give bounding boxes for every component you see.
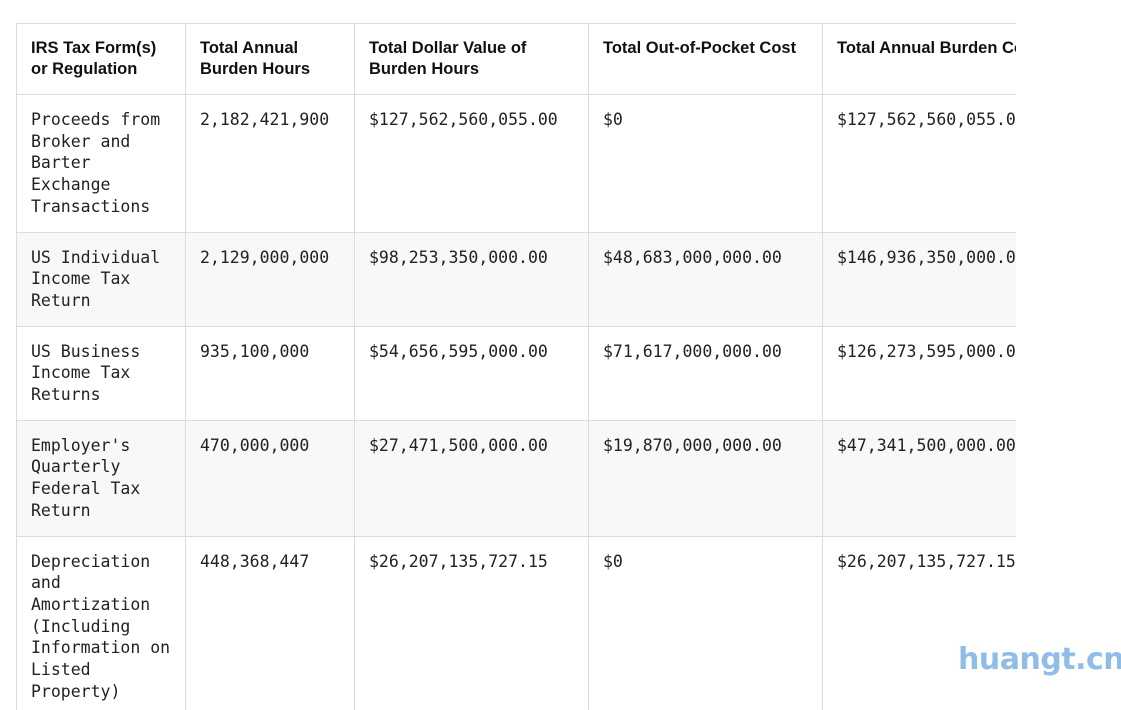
value-cell: 470,000,000 [185,419,355,537]
column-header: Total Annual Burden Cost [822,23,1016,95]
header-row: IRS Tax Form(s) or Regulation Total Annua… [16,23,1016,95]
form-name-cell: Depreciation and Amortization (Including… [16,535,186,710]
table-row: US Individual Income Tax Return 2,129,000… [16,231,1016,327]
value-cell: $54,656,595,000.00 [354,325,589,421]
value-cell: 2,182,421,900 [185,94,355,233]
value-cell: $26,207,135,727.15 [822,535,1016,710]
table-row: Employer's Quarterly Federal Tax Return 4… [16,419,1016,537]
form-name-cell: US Individual Income Tax Return [16,231,186,327]
table-viewport: IRS Tax Form(s) or Regulation Total Annua… [16,23,1016,710]
watermark: huangt.cn [958,642,1121,677]
column-header: IRS Tax Form(s) or Regulation [16,23,186,95]
value-cell: $48,683,000,000.00 [588,231,823,327]
value-cell: $27,471,500,000.00 [354,419,589,537]
value-cell: $47,341,500,000.00 [822,419,1016,537]
column-header: Total Annual Burden Hours [185,23,355,95]
form-name-cell: Proceeds from Broker and Barter Exchange… [16,94,186,233]
column-header: Total Out-of-Pocket Cost [588,23,823,95]
value-cell: $19,870,000,000.00 [588,419,823,537]
value-cell: $126,273,595,000.00 [822,325,1016,421]
table-row: Depreciation and Amortization (Including… [16,535,1016,710]
table-body: Proceeds from Broker and Barter Exchange… [16,94,1016,710]
form-name-cell: US Business Income Tax Returns [16,325,186,421]
value-cell: 935,100,000 [185,325,355,421]
value-cell: 448,368,447 [185,535,355,710]
value-cell: $0 [588,94,823,233]
column-header: Total Dollar Value of Burden Hours [354,23,589,95]
value-cell: 2,129,000,000 [185,231,355,327]
value-cell: $146,936,350,000.00 [822,231,1016,327]
table-row: US Business Income Tax Returns 935,100,00… [16,325,1016,421]
value-cell: $98,253,350,000.00 [354,231,589,327]
value-cell: $127,562,560,055.00 [354,94,589,233]
table-row: Proceeds from Broker and Barter Exchange… [16,94,1016,233]
value-cell: $71,617,000,000.00 [588,325,823,421]
form-name-cell: Employer's Quarterly Federal Tax Return [16,419,186,537]
burden-table: IRS Tax Form(s) or Regulation Total Annua… [16,23,1016,710]
value-cell: $0 [588,535,823,710]
value-cell: $26,207,135,727.15 [354,535,589,710]
value-cell: $127,562,560,055.00 [822,94,1016,233]
